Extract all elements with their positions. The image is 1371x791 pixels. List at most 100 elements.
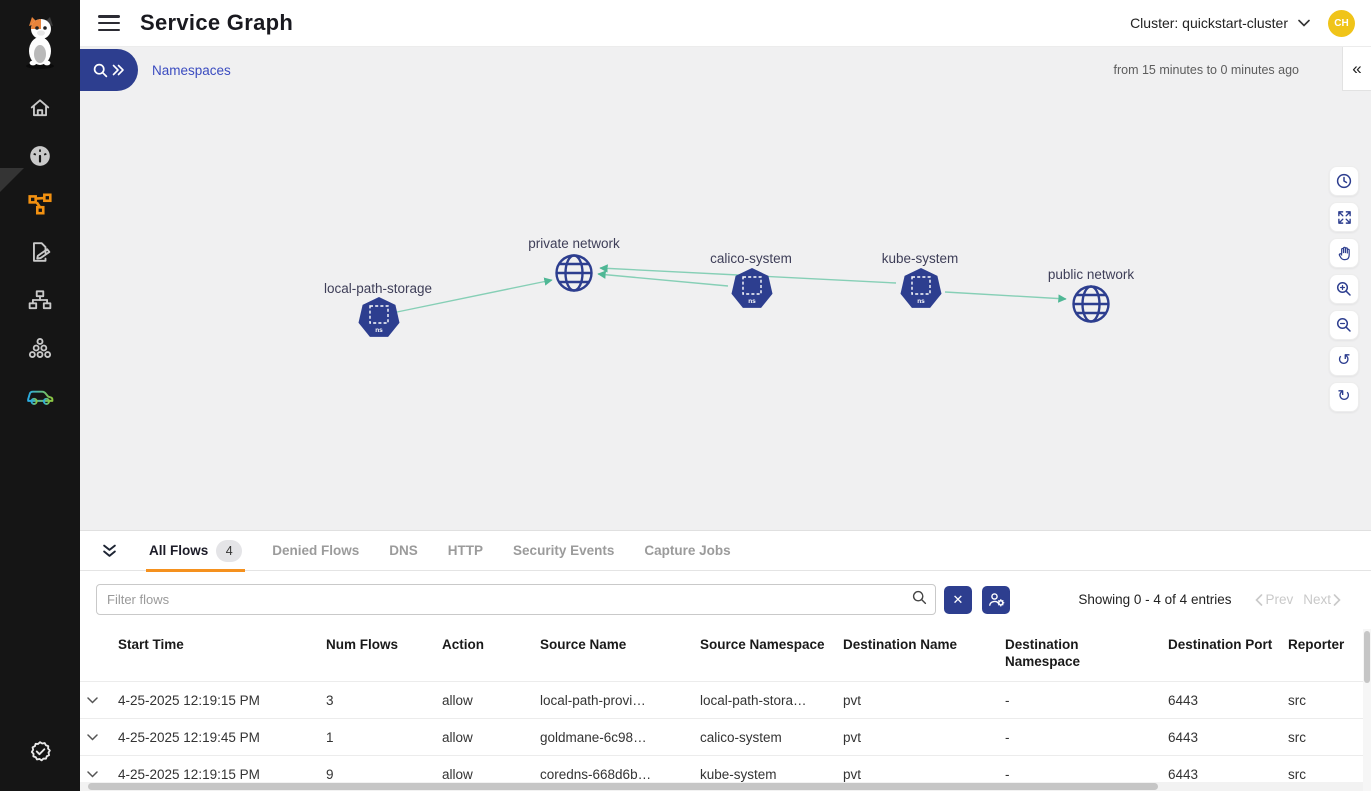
cell-reporter: src <box>1288 766 1306 782</box>
tab-security-events[interactable]: Security Events <box>498 531 629 571</box>
expand-row-chevron-icon[interactable] <box>80 696 118 704</box>
cluster-selector[interactable]: Cluster: quickstart-cluster <box>1130 15 1310 31</box>
col-source-name[interactable]: Source Name <box>540 637 627 652</box>
flows-filter-row: ✕ Showing 0 - 4 of 4 entries <box>96 584 1355 615</box>
search-icon <box>93 63 108 77</box>
node-label[interactable]: private network <box>528 236 620 251</box>
col-start-time[interactable]: Start Time <box>118 637 184 652</box>
col-destination-port[interactable]: Destination Port <box>1168 637 1273 652</box>
node-label[interactable]: calico-system <box>710 251 792 266</box>
network-node-public-network[interactable] <box>1070 283 1112 330</box>
pagination: Prev Next <box>1255 592 1341 607</box>
namespace-icon: ns <box>358 297 400 337</box>
time-settings-button[interactable] <box>1329 166 1359 196</box>
cell-destination-name: pvt <box>843 692 862 708</box>
col-num-flows[interactable]: Num Flows <box>326 637 399 652</box>
policies-icon <box>33 242 51 262</box>
cell-destination-name: pvt <box>843 766 862 782</box>
cell-reporter: src <box>1288 692 1306 708</box>
sidebar-item-service-graph[interactable] <box>0 180 80 228</box>
prev-page-button[interactable]: Prev <box>1255 592 1293 607</box>
namespace-node-kube-system[interactable]: ns <box>899 267 943 316</box>
avatar-initials: CH <box>1334 17 1349 29</box>
cell-num-flows: 3 <box>326 692 334 708</box>
customize-columns-button[interactable] <box>982 585 1010 614</box>
sidebar-item-policies[interactable] <box>0 228 80 276</box>
expand-row-chevron-icon[interactable] <box>80 770 118 778</box>
cell-source-namespace: kube-system <box>700 766 777 782</box>
svg-text:ns: ns <box>917 298 925 305</box>
graph-search-button[interactable] <box>80 49 138 91</box>
collapse-right-panel-button[interactable]: « <box>1342 47 1371 91</box>
tab-capture-jobs[interactable]: Capture Jobs <box>629 531 745 571</box>
avatar[interactable]: CH <box>1328 9 1355 37</box>
pan-button[interactable] <box>1329 238 1359 268</box>
svg-text:ns: ns <box>375 327 383 334</box>
col-destination-namespace[interactable]: Destination Namespace <box>1005 637 1081 669</box>
sidebar <box>0 0 80 791</box>
col-reporter[interactable]: Reporter <box>1288 637 1345 652</box>
zoom-in-button[interactable] <box>1329 274 1359 304</box>
zoom-out-button[interactable] <box>1329 310 1359 340</box>
compliance-badge-icon <box>30 741 51 762</box>
refresh-button[interactable]: ↻ <box>1329 382 1359 412</box>
sidebar-item-dashboard[interactable] <box>0 132 80 180</box>
home-icon <box>30 99 50 117</box>
scrollbar-thumb[interactable] <box>1364 631 1370 683</box>
sidebar-item-home[interactable] <box>0 84 80 132</box>
node-label[interactable]: local-path-storage <box>323 281 433 296</box>
next-page-button[interactable]: Next <box>1303 592 1341 607</box>
undo-layout-button[interactable]: ↺ <box>1329 346 1359 376</box>
vertical-scrollbar[interactable] <box>1363 629 1371 791</box>
cluster-label: Cluster: quickstart-cluster <box>1130 15 1288 31</box>
table-row[interactable]: 4-25-2025 12:19:45 PM 1 allow goldmane-6… <box>80 718 1371 755</box>
tab-dns[interactable]: DNS <box>374 531 433 571</box>
pan-hand-icon <box>1338 246 1350 260</box>
network-sets-icon <box>28 290 52 310</box>
flows-table-header: Start Time Num Flows Action Source Name … <box>80 629 1371 681</box>
fit-screen-button[interactable] <box>1329 202 1359 232</box>
tab-all-flows[interactable]: All Flows 4 <box>134 531 257 572</box>
tab-label: Denied Flows <box>272 543 360 558</box>
flows-panel: All Flows 4 Denied Flows DNS HTTP Securi… <box>80 530 1371 791</box>
table-row[interactable]: 4-25-2025 12:19:15 PM 3 allow local-path… <box>80 681 1371 718</box>
showing-entries-label: Showing 0 - 4 of 4 entries <box>1078 592 1232 607</box>
collapse-flows-panel-button[interactable] <box>96 538 122 564</box>
namespace-icon: ns <box>900 268 942 308</box>
node-label[interactable]: public network <box>1047 267 1135 282</box>
fit-screen-icon <box>1337 210 1351 224</box>
cell-destination-port: 6443 <box>1168 729 1199 745</box>
hamburger-menu-icon[interactable] <box>98 15 120 31</box>
calico-logo[interactable] <box>0 0 80 84</box>
filter-flows-input[interactable] <box>96 584 936 615</box>
double-chevron-right-icon <box>112 64 124 76</box>
node-label[interactable]: kube-system <box>881 251 959 266</box>
col-source-namespace[interactable]: Source Namespace <box>700 637 825 652</box>
table-row[interactable]: 4-25-2025 12:19:15 PM 9 allow coredns-66… <box>80 755 1371 791</box>
col-action[interactable]: Action <box>442 637 484 652</box>
namespace-node-calico-system[interactable]: ns <box>730 267 774 316</box>
sidebar-item-networksets[interactable] <box>0 276 80 324</box>
cell-destination-port: 6443 <box>1168 766 1199 782</box>
horizontal-scrollbar[interactable] <box>80 782 1371 791</box>
expand-row-chevron-icon[interactable] <box>80 733 118 741</box>
service-graph-canvas[interactable]: local-path-storage ns private network <box>80 93 1371 530</box>
tab-http[interactable]: HTTP <box>433 531 498 571</box>
sidebar-item-image-assurance[interactable] <box>0 372 80 420</box>
sidebar-item-compliance[interactable] <box>0 727 80 777</box>
sidebar-item-clusters[interactable] <box>0 324 80 372</box>
namespace-node-local-path-storage[interactable]: ns <box>357 296 401 345</box>
cell-source-name: goldmane-6c98… <box>540 729 647 745</box>
scrollbar-thumb[interactable] <box>88 783 1158 790</box>
col-destination-name[interactable]: Destination Name <box>843 637 958 652</box>
cell-start-time: 4-25-2025 12:19:45 PM <box>118 729 260 745</box>
network-node-private-network[interactable] <box>553 252 595 299</box>
tab-denied-flows[interactable]: Denied Flows <box>257 531 374 571</box>
cell-destination-namespace: - <box>1005 692 1010 708</box>
cell-source-namespace: calico-system <box>700 729 782 745</box>
breadcrumb[interactable]: Namespaces <box>152 62 231 78</box>
clear-filter-button[interactable]: ✕ <box>944 585 972 614</box>
app-header: Service Graph Cluster: quickstart-cluste… <box>80 0 1371 47</box>
chevron-right-icon <box>1333 593 1341 606</box>
